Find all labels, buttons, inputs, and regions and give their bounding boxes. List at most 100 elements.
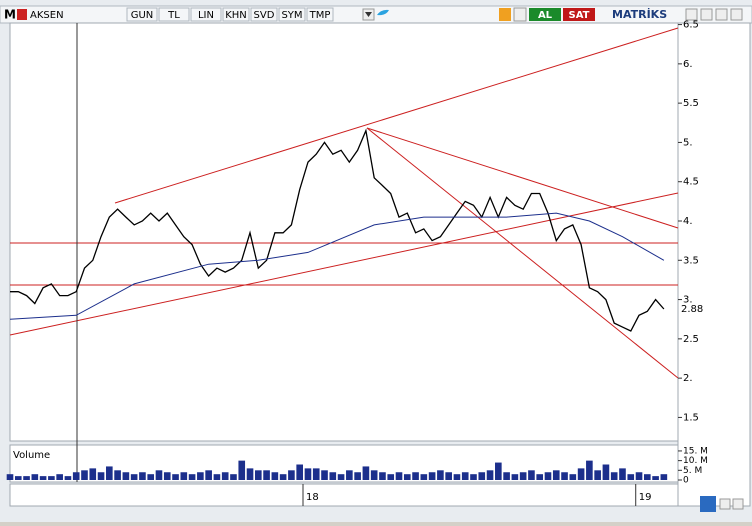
toolbar-button-label: TMP [309,10,331,21]
volume-bar [420,474,428,480]
volume-bar [610,472,618,480]
volume-bar [188,474,196,480]
moving-average [9,212,665,320]
volume-bar [14,476,22,480]
volume-bar [246,468,254,480]
toolbar-button-label: SVD [254,10,275,21]
twitter-icon[interactable] [377,9,389,16]
y-tick-label: 3.5 [683,255,699,266]
volume-bar [279,474,287,480]
volume-bar [370,470,378,480]
volume-bar [445,472,452,480]
close-symbol[interactable] [17,9,27,20]
buy-button[interactable] [529,8,561,21]
toolbar-button-label: TL [167,10,180,21]
sell-label: SAT [569,10,590,21]
volume-bar [437,470,444,480]
y-tick-label: 1.5 [683,412,699,423]
toolbar-button[interactable] [126,7,158,22]
volume-bar [337,474,345,480]
y-tick-label: 4.5 [683,177,699,188]
x-tick-label: 18 [306,492,319,503]
volume-bar [561,472,568,480]
volume-bar [230,474,237,480]
volume-bar [660,474,668,480]
restore[interactable] [715,8,728,21]
drawings [9,27,679,379]
volume-bar [569,474,577,480]
buy-label: AL [538,10,553,21]
toolbar-button[interactable] [158,7,190,22]
y-tick-label: 6. [683,59,693,70]
volume-bar [122,472,130,480]
refresh-button[interactable] [513,7,527,22]
last-price-label: 2.88 [681,304,703,315]
volume-bar [387,474,395,480]
volume-bar [395,472,403,480]
volume-bar [635,472,643,480]
volume-bar [329,472,337,480]
volume-bar [147,474,155,480]
volume-bar [495,462,502,480]
minimize[interactable] [685,8,698,21]
volume-bar [552,470,560,480]
toolbar-button[interactable] [278,7,306,22]
price-panel [9,22,679,442]
scroll-right[interactable] [732,498,744,510]
volume-bar [213,474,221,480]
y-tick-label: 3. [683,295,693,306]
trend-line [366,127,679,229]
dropdown-arrow [365,12,372,17]
toolbar-button-label: KHN [225,10,247,21]
volume-tick-label: 0 [683,476,689,486]
volume-bar [31,474,39,480]
volume-bar [271,472,279,480]
volume-bar [643,474,651,480]
toolbar-button[interactable] [222,7,250,22]
volume-bar [180,472,188,480]
volume-bar [461,472,469,480]
volume-bar [106,466,113,480]
volume-bar [89,468,97,480]
volume-bar [172,474,179,480]
close[interactable] [730,8,743,21]
toolbar-button-label: LIN [198,10,214,21]
value-axis [677,22,751,507]
volume-bar [544,472,552,480]
volume-tick-label: 5. M [683,466,702,476]
price-line [10,128,665,332]
volume-bar [304,468,312,480]
maximize[interactable] [700,8,713,21]
volume-bar [619,468,626,480]
volume-bar [519,472,527,480]
sell-button[interactable] [563,8,595,21]
logo: M [4,8,16,22]
volume-bar [6,474,14,480]
volume-bar [486,470,494,480]
y-tick-label: 2. [683,373,693,384]
toolbar-button[interactable] [190,7,222,22]
volume-bar [346,470,353,480]
symbol[interactable]: AKSEN [30,10,64,21]
flash-button[interactable] [499,8,511,21]
volume-bar [362,466,370,480]
volume-bar [163,472,171,480]
time-axis [9,483,679,507]
y-tick-label: 5.5 [683,98,699,109]
volume-tick-label: 10. M [683,456,708,466]
sync-button[interactable] [700,496,716,512]
toolbar-button-label: SYM [281,10,302,21]
volume-bar [652,476,659,480]
volume-bar [312,468,320,480]
volume-bar [197,472,204,480]
brand: MATRİKS [612,7,667,21]
scroll-left[interactable] [719,498,731,510]
toolbar-button[interactable] [250,7,278,22]
toolbar-button[interactable] [306,7,334,22]
volume-bar [64,476,72,480]
volume-bar [453,474,461,480]
volume-bar [602,464,610,480]
volume-bar [536,474,544,480]
